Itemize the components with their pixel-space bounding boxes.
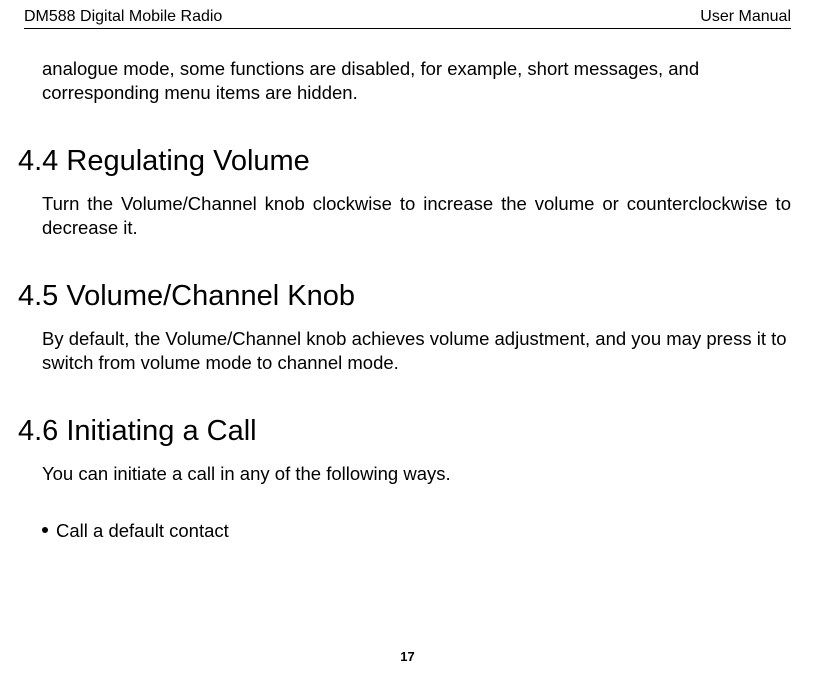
section-body-4-6: You can initiate a call in any of the fo… [42, 462, 791, 486]
bullet-icon [42, 527, 48, 533]
section-heading-4-5: 4.5 Volume/Channel Knob [18, 280, 791, 313]
page-header: DM588 Digital Mobile Radio User Manual [24, 8, 791, 29]
header-title-left: DM588 Digital Mobile Radio [24, 8, 222, 26]
intro-paragraph: analogue mode, some functions are disabl… [42, 57, 791, 105]
bullet-text: Call a default contact [56, 520, 229, 541]
page-number: 17 [0, 649, 815, 664]
section-heading-4-6: 4.6 Initiating a Call [18, 415, 791, 448]
bullet-list-item: Call a default contact [42, 520, 791, 542]
section-body-4-5: By default, the Volume/Channel knob achi… [42, 327, 791, 375]
header-title-right: User Manual [700, 8, 791, 26]
section-heading-4-4: 4.4 Regulating Volume [18, 145, 791, 178]
section-body-4-4: Turn the Volume/Channel knob clockwise t… [42, 192, 791, 240]
